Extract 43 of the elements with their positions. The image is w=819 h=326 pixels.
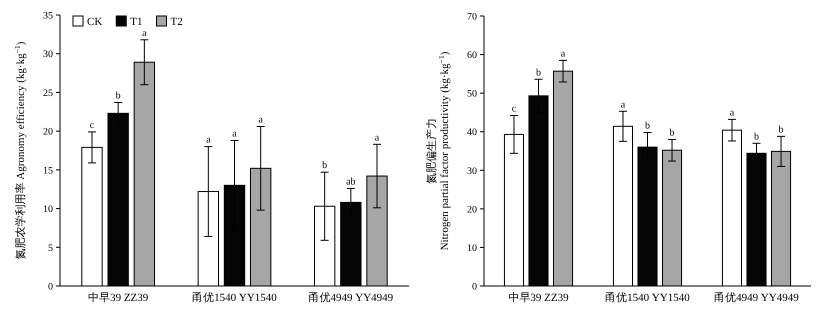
y-tick-label: 20 <box>43 126 53 138</box>
y-tick-label: 10 <box>467 242 477 254</box>
legend-label: CK <box>87 16 102 28</box>
annotation: a <box>232 128 238 140</box>
y-tick-label: 70 <box>467 12 477 22</box>
annotation: a <box>620 99 626 110</box>
x-tick-label: 甬优1540 YY1540 <box>605 292 690 304</box>
y-tick-label: 5 <box>48 242 53 254</box>
y-tick-label: 30 <box>43 49 53 60</box>
annotation: a <box>142 28 148 39</box>
annotation: ab <box>346 176 356 188</box>
y-tick-label: 10 <box>43 204 53 216</box>
annotation: c <box>512 104 517 115</box>
y-tick-label: 30 <box>467 166 477 177</box>
y-tick-label: 50 <box>467 88 477 100</box>
legend-label: T1 <box>130 16 143 28</box>
y-tick-label: 15 <box>43 165 53 176</box>
x-tick-label: 甬优1540 YY1540 <box>192 292 278 304</box>
y-tick-label: 0 <box>472 282 477 292</box>
x-tick-label: 中早39 ZZ39 <box>88 291 149 304</box>
annotation: b <box>645 120 650 132</box>
x-tick-label: 甬优4949 YY4949 <box>308 292 394 304</box>
y-tick-label: 60 <box>467 50 477 62</box>
annotation: a <box>374 132 380 144</box>
annotation: b <box>754 131 759 142</box>
y-tick-label: 40 <box>467 127 477 138</box>
y-tick-label: 25 <box>43 88 53 99</box>
annotation: a <box>560 48 566 60</box>
annotation: b <box>322 160 328 172</box>
legend-label: T2 <box>170 16 183 28</box>
annotation: a <box>258 114 264 126</box>
annotation: a <box>730 107 735 118</box>
y-tick-label: 35 <box>43 10 53 22</box>
annotation: b <box>536 67 541 78</box>
annotation: a <box>206 134 212 146</box>
y-tick-label: 20 <box>467 204 477 216</box>
annotation: c <box>90 120 95 131</box>
annotation: b <box>116 90 121 102</box>
annotation: b <box>670 127 675 138</box>
x-tick-label: 中早39 ZZ39 <box>508 291 570 304</box>
y-tick-label: 0 <box>48 282 53 292</box>
annotation: b <box>778 124 784 136</box>
x-tick-label: 甬优4949 YY4949 <box>714 292 800 304</box>
